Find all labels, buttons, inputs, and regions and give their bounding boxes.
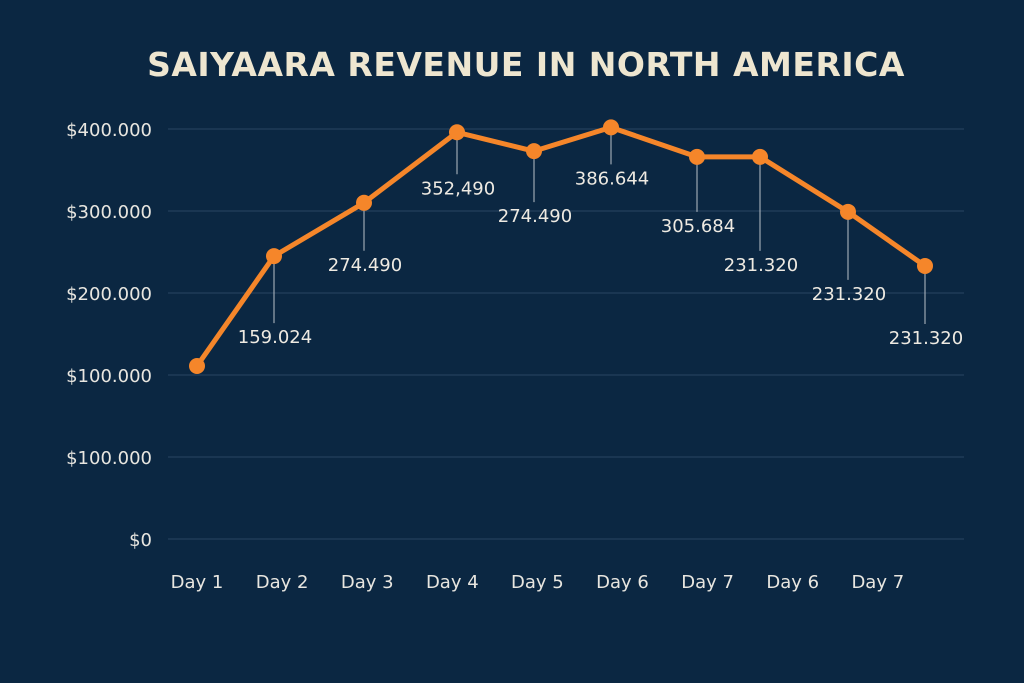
data-point bbox=[917, 257, 933, 274]
y-tick-label: $0 bbox=[129, 530, 152, 551]
x-tick-label: Day 7 bbox=[851, 572, 904, 593]
y-tick-label: $100.000 bbox=[66, 366, 152, 387]
data-label: 159.024 bbox=[238, 327, 312, 348]
data-label: 231.320 bbox=[889, 328, 963, 349]
data-point bbox=[603, 119, 619, 136]
series-line bbox=[189, 119, 933, 374]
data-point bbox=[840, 203, 856, 220]
x-tick-label: Day 3 bbox=[341, 572, 394, 593]
y-axis: $400.000 $300.000 $200.000 $100.000 $100.000… bbox=[66, 120, 152, 551]
data-point bbox=[689, 148, 705, 165]
data-label: 274.490 bbox=[328, 255, 402, 276]
data-label: 386.644 bbox=[575, 168, 649, 189]
data-label: 231.320 bbox=[812, 284, 886, 305]
data-labels: 159.024274.490352,490274.490386.644305.6… bbox=[238, 168, 963, 349]
revenue-line bbox=[194, 124, 927, 368]
grid bbox=[168, 128, 964, 540]
data-label: 305.684 bbox=[661, 216, 735, 237]
x-tick-label: Day 4 bbox=[426, 572, 479, 593]
y-tick-label: $200.000 bbox=[66, 284, 152, 305]
data-label: 352,490 bbox=[421, 178, 495, 199]
y-tick-label: $300.000 bbox=[66, 202, 152, 223]
x-axis: Day 1 Day 2 Day 3 Day 4 Day 5 Day 6 Day 7 Day 6… bbox=[171, 572, 905, 593]
data-point bbox=[526, 143, 542, 160]
x-tick-label: Day 2 bbox=[256, 572, 309, 593]
data-point bbox=[189, 357, 205, 374]
data-point bbox=[752, 148, 768, 165]
x-tick-label: Day 6 bbox=[766, 572, 819, 593]
data-point bbox=[266, 248, 282, 265]
x-tick-label: Day 6 bbox=[596, 572, 649, 593]
data-label: 231.320 bbox=[724, 255, 798, 276]
data-label: 274.490 bbox=[498, 206, 572, 227]
y-tick-label: $400.000 bbox=[66, 120, 152, 141]
x-tick-label: Day 5 bbox=[511, 572, 564, 593]
x-tick-label: Day 1 bbox=[171, 572, 224, 593]
x-tick-label: Day 7 bbox=[681, 572, 734, 593]
chart-title: SAIYAARA REVENUE IN NORTH AMERICA bbox=[147, 45, 905, 84]
y-tick-label: $100.000 bbox=[66, 448, 152, 469]
data-point bbox=[449, 124, 465, 141]
data-point bbox=[356, 194, 372, 211]
